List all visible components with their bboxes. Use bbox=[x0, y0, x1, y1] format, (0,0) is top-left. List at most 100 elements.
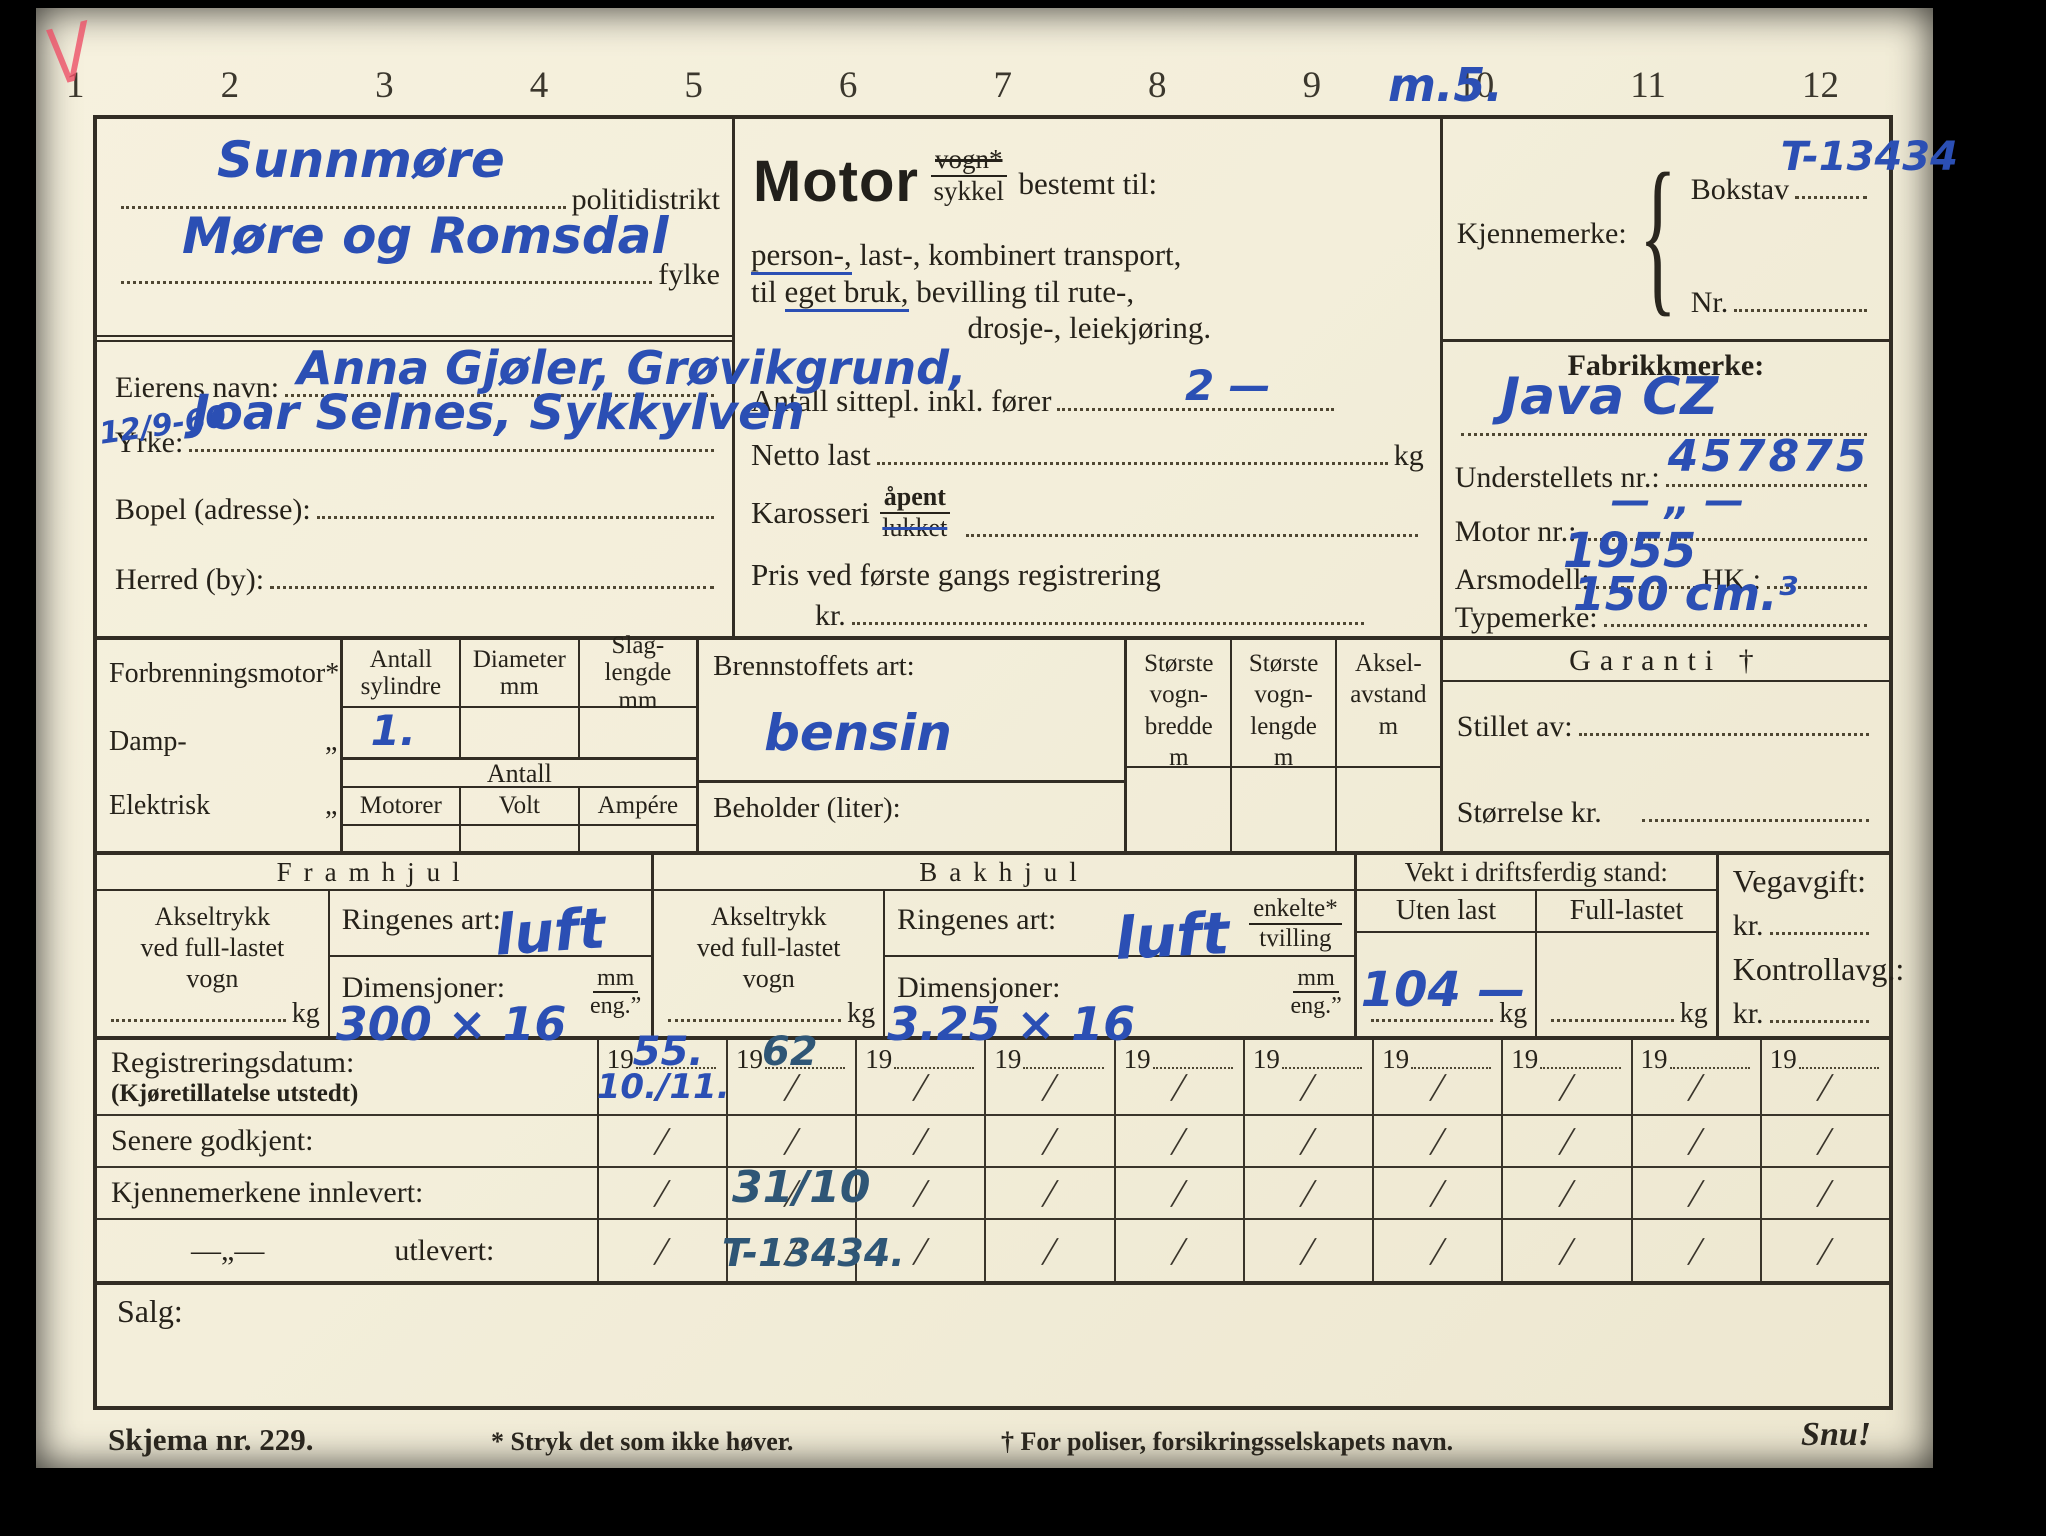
dotted-leader bbox=[1460, 433, 1867, 436]
framhjul-dim-value: 300 × 16 bbox=[335, 997, 567, 1051]
tvilling-option: tvilling bbox=[1259, 924, 1332, 952]
arsmodell-value: 1955 bbox=[1562, 523, 1697, 579]
year-prefix-line: 19 bbox=[1382, 1044, 1493, 1075]
dotted-leader bbox=[1769, 932, 1869, 935]
politidistrikt-value: Sunnmøre bbox=[217, 131, 505, 189]
kg-unit: kg bbox=[1393, 439, 1424, 472]
footnote-stryk: * Stryk det som ikke høver. bbox=[491, 1427, 794, 1456]
bokstav-value: T-13434 bbox=[1780, 134, 1958, 180]
brace-glyph: { bbox=[1638, 137, 1677, 331]
dotted-leader bbox=[965, 534, 1418, 537]
printed-slash: / bbox=[1038, 1228, 1062, 1273]
apent-option: åpent bbox=[879, 483, 950, 514]
reg-cell: / bbox=[857, 1116, 985, 1168]
mm-unit: mm bbox=[592, 965, 639, 994]
registreringsdatum-label-row: Registreringsdatum: (Kjøretillatelse uts… bbox=[97, 1040, 597, 1116]
printed-slash: / bbox=[1814, 1118, 1837, 1164]
reg-cell: 19/ bbox=[1374, 1040, 1502, 1116]
ruler-number: 10 bbox=[1457, 65, 1495, 106]
beholder-label: Beholder (liter): bbox=[713, 792, 901, 824]
kr-label: kr. bbox=[1732, 997, 1764, 1030]
motor-title: Motor bbox=[752, 149, 919, 215]
ruler-number: 3 bbox=[375, 65, 394, 106]
motornr-value: — „ — bbox=[1610, 478, 1745, 524]
mm-eng-stack: mm eng.” bbox=[1290, 965, 1341, 1020]
year-prefix: 19 bbox=[865, 1044, 893, 1074]
dotted-leader bbox=[1540, 1067, 1621, 1069]
sykkel-option: sykkel bbox=[933, 175, 1005, 206]
dotted-leader bbox=[1370, 1019, 1494, 1022]
year-prefix-line: 19 bbox=[865, 1044, 976, 1075]
bakhjul-rings: Ringenes art: luft enkelte* tvilling Dim… bbox=[885, 891, 1354, 1047]
ampere-header: Ampére bbox=[577, 788, 697, 824]
printed-slash: / bbox=[1684, 1228, 1708, 1273]
dotted-leader bbox=[1641, 819, 1869, 822]
reg-cell: / bbox=[599, 1220, 726, 1281]
registration-row-labels: Registreringsdatum: (Kjøretillatelse uts… bbox=[97, 1040, 599, 1281]
printed-slash: / bbox=[1168, 1228, 1191, 1273]
full-lastet-column: Full-lastet kg bbox=[1535, 891, 1716, 1036]
ruler-number: 6 bbox=[838, 65, 858, 106]
akselavstand-column: Aksel- avstand m bbox=[1334, 640, 1440, 851]
form-border-box: Sunnmøre politidistrikt Møre og Romsdal … bbox=[93, 115, 1958, 1410]
ruler-number: 12 bbox=[1802, 65, 1839, 106]
kontrollavg-kr-line: kr. bbox=[1733, 997, 1875, 1031]
dotted-leader bbox=[894, 1067, 975, 1069]
reg-cell: / bbox=[1761, 1116, 1889, 1168]
vegavgift-panel: Vegavgift: kr. Kontrollavg.: kr. bbox=[1719, 855, 1905, 1036]
reg-cell: 19/ bbox=[1244, 1040, 1373, 1116]
ruler: 1 2 3 4 5 6 7 8 9 10 11 12 bbox=[66, 64, 1839, 107]
framhjul-rings: Ringenes art: luft Dimensjoner: mm eng.”… bbox=[329, 891, 652, 1047]
dotted-leader bbox=[1669, 1067, 1750, 1069]
year-prefix: 19 bbox=[1123, 1044, 1151, 1074]
hk-label: HK.: bbox=[1701, 563, 1761, 596]
motor-headline: Motor vogn* sykkel bestemt til: bbox=[752, 144, 1157, 215]
year-prefix-line: 19 bbox=[1511, 1044, 1622, 1075]
framhjul-ring-value: luft bbox=[492, 896, 608, 969]
printed-slash: / bbox=[1555, 1170, 1579, 1216]
ditto-mark: „ bbox=[325, 790, 338, 821]
uten-last-column: Uten last 104 — kg bbox=[1356, 891, 1536, 1036]
bakhjul-panel: Bakhjul Akseltrykk ved full-lastet vogn … bbox=[654, 855, 1357, 1047]
cylinders-value: 1. bbox=[370, 706, 416, 755]
printed-slash: / bbox=[1814, 1170, 1837, 1216]
typemerke-value: 150 cm.³ bbox=[1572, 567, 1798, 621]
ruler-number: 2 bbox=[220, 65, 240, 106]
owner-name-label: Eierens navn: bbox=[115, 371, 280, 404]
printed-slash: / bbox=[909, 1118, 932, 1164]
motorer-header: Motorer bbox=[359, 792, 442, 820]
fabrikkmerke-value: Java CZ bbox=[1500, 367, 1719, 427]
engine-empty-row bbox=[343, 826, 696, 851]
kg-unit: kg bbox=[291, 998, 320, 1029]
registration-year-grid: 19/55. 10./11. / //19/62//31/10/T-13434. 19/… bbox=[597, 1032, 1889, 1281]
electric-sub-header-row: Motorer Volt Ampére bbox=[342, 788, 697, 826]
lukket-option-struck: lukket bbox=[882, 513, 948, 542]
engine-columns: Antall sylindre Diameter mm Slag- lengde… bbox=[342, 632, 697, 851]
utlevert-label-row: —„— utlevert: bbox=[97, 1220, 597, 1281]
ringenes-art-row: Ringenes art: luft enkelte* tvilling bbox=[885, 891, 1354, 973]
dotted-leader bbox=[764, 1067, 846, 1069]
vogn-option-struck: vogn* bbox=[931, 144, 1007, 177]
dotted-leader bbox=[1665, 484, 1867, 487]
ditto-dash: —„— bbox=[191, 1233, 265, 1267]
year-prefix: 19 bbox=[606, 1044, 634, 1074]
reg-cell: 19/55. 10./11. bbox=[597, 1032, 730, 1116]
elektrisk-label: Elektrisk bbox=[109, 790, 211, 821]
printed-slash: / bbox=[1684, 1170, 1708, 1216]
reg-cell: / bbox=[1374, 1168, 1502, 1220]
printed-slash: / bbox=[1297, 1170, 1320, 1216]
dotted-leader bbox=[668, 1019, 842, 1022]
year-prefix-line: 19 bbox=[994, 1044, 1105, 1075]
dotted-leader bbox=[1578, 733, 1869, 736]
reg-cell: 19/ bbox=[986, 1040, 1114, 1116]
engine-header-row: Antall sylindre Diameter mm Slag- lengde… bbox=[342, 632, 697, 714]
reg-cell: / bbox=[1244, 1116, 1373, 1168]
apent-lukket-stack: åpent lukket bbox=[879, 483, 950, 542]
reg-cell: / bbox=[1632, 1168, 1760, 1220]
dotted-leader bbox=[1766, 586, 1867, 589]
printed-slash: / bbox=[1297, 1228, 1320, 1273]
reg-year-column: 19// / / bbox=[1372, 1040, 1502, 1281]
engine-data-row: 1. bbox=[342, 706, 697, 760]
empty-cell bbox=[459, 826, 578, 851]
kg-unit: kg bbox=[1499, 998, 1528, 1029]
